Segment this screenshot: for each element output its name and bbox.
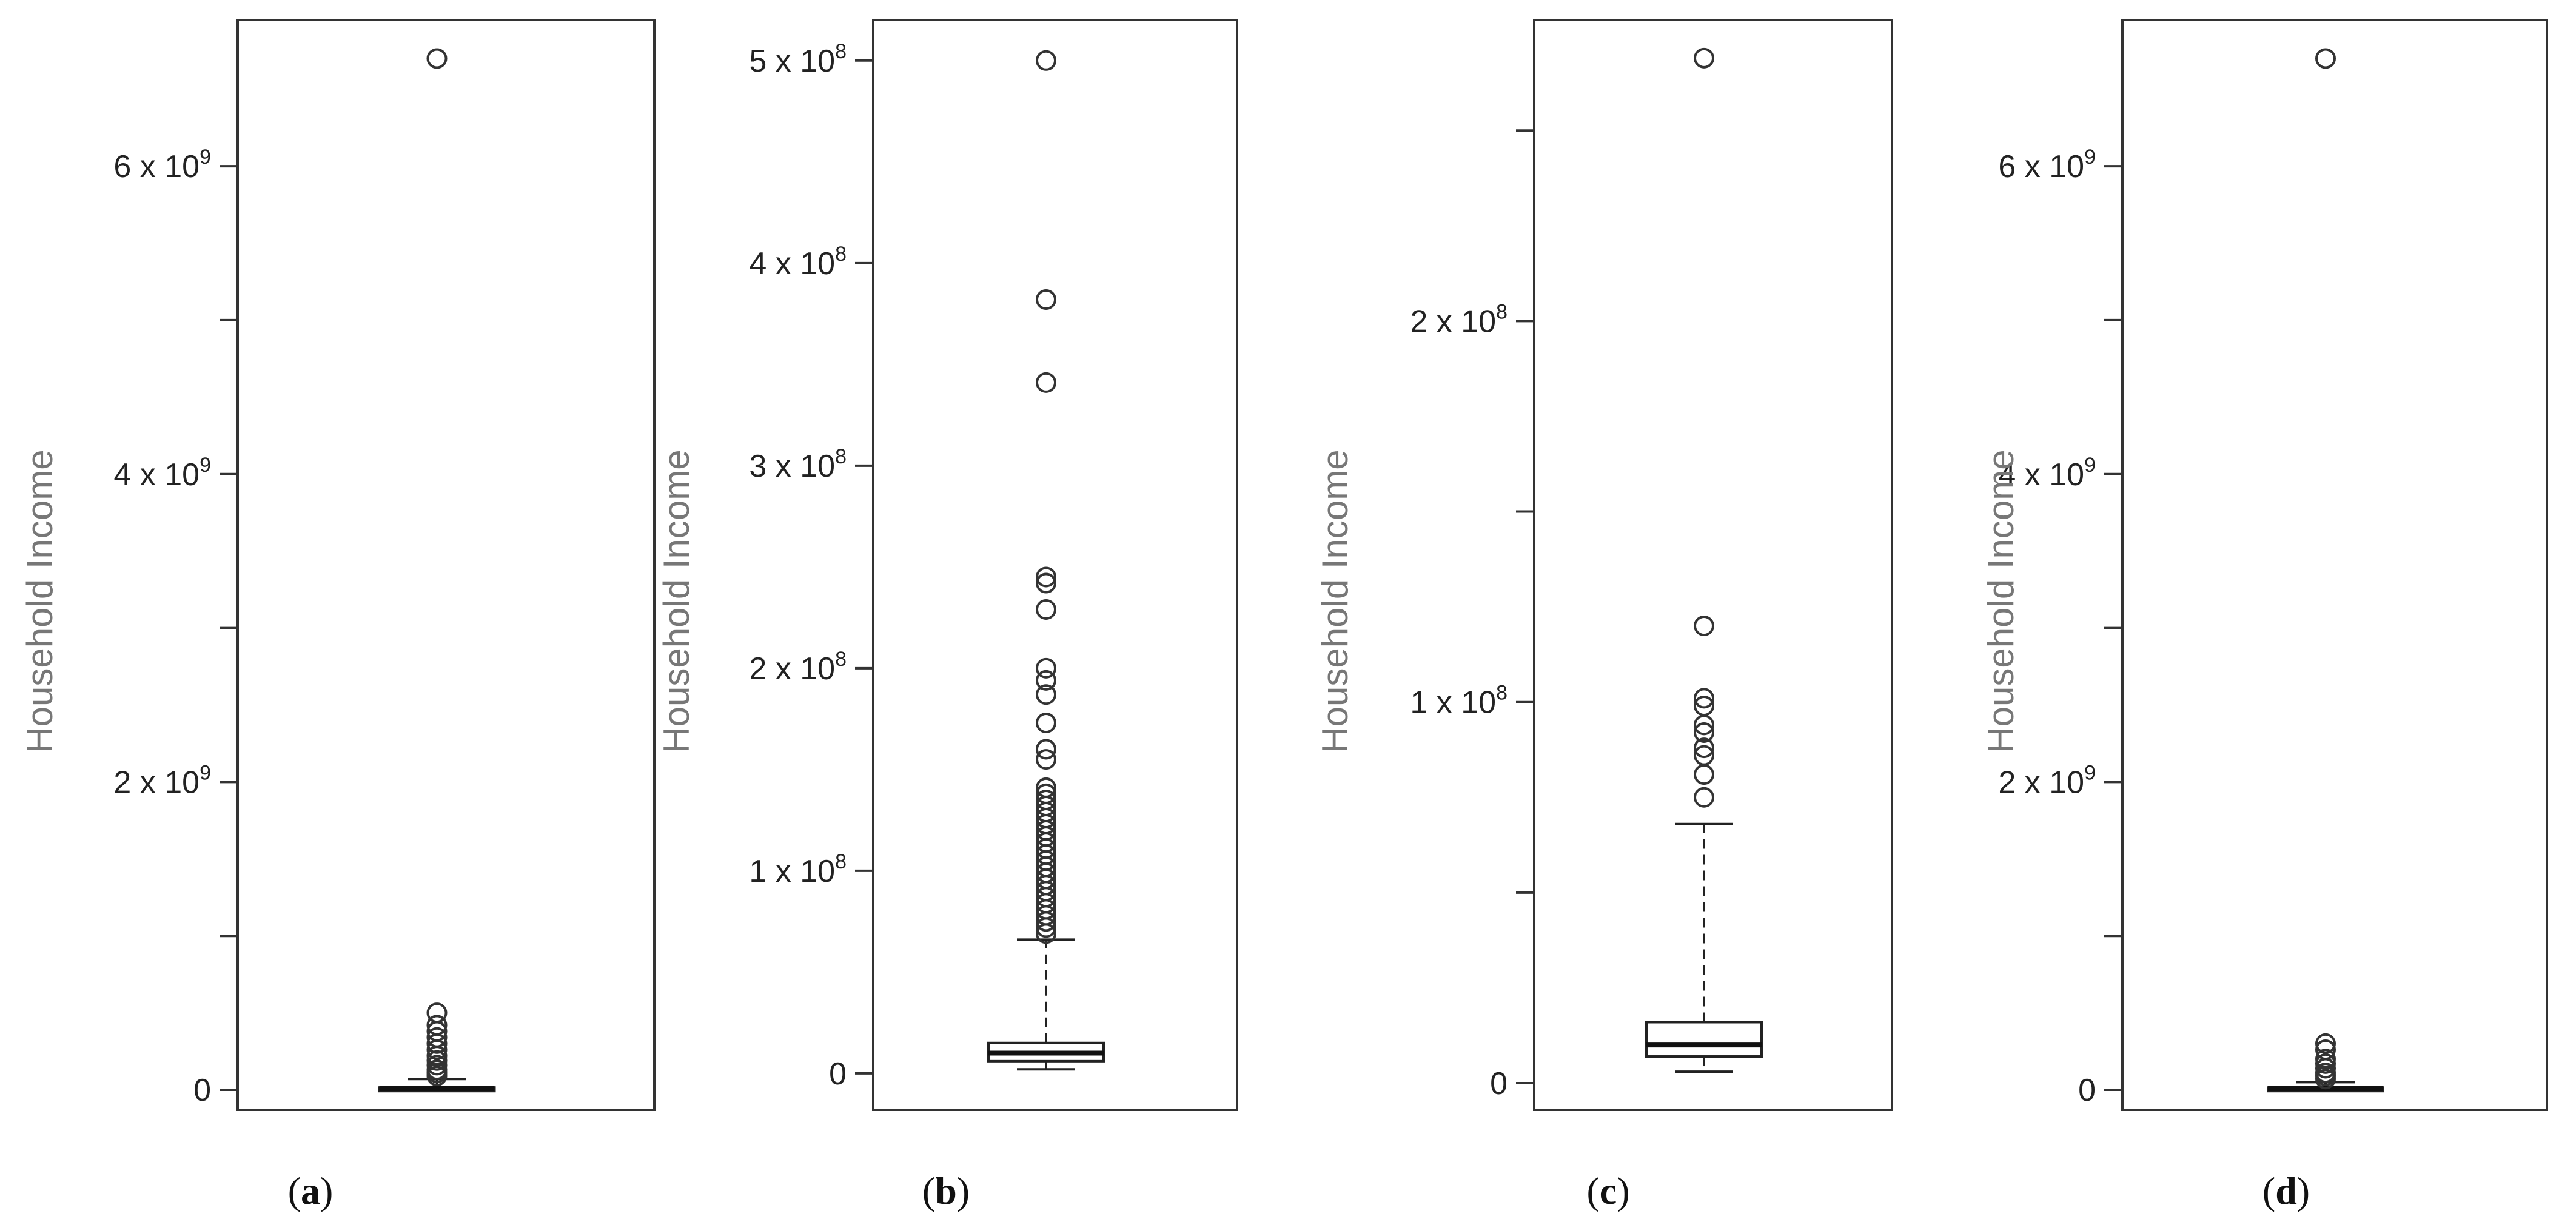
y-axis-label: Household Income	[656, 449, 697, 753]
outlier-point	[1036, 713, 1056, 734]
outlier-point	[1694, 688, 1714, 709]
y-tick-label: 4 x 109	[1998, 454, 2096, 492]
y-tick-label: 6 x 109	[113, 146, 211, 184]
outlier-point	[426, 1039, 448, 1061]
plot-frame	[872, 19, 1238, 1111]
outlier-point	[2315, 1033, 2336, 1054]
panel-b: 0 1 x 108 2 x 108 3 x 108 4 x 108 5 x 108 Hous…	[656, 19, 1238, 1212]
outlier-point	[1036, 572, 1056, 594]
y-axis-label: Household Income	[1315, 449, 1355, 753]
outlier-point	[1036, 917, 1056, 938]
outlier-point	[1036, 923, 1056, 944]
outlier-point	[1036, 372, 1056, 393]
y-tick-label: 1 x 108	[1410, 682, 1508, 720]
y-tick-label: 2 x 108	[749, 648, 847, 687]
outlier-point	[1036, 684, 1056, 705]
outlier-point	[426, 48, 448, 69]
panel-caption: (c)	[1586, 1169, 1629, 1212]
plot-frame	[236, 19, 656, 1111]
iqr-box	[1645, 1021, 1763, 1058]
outlier-point	[1694, 722, 1714, 743]
outlier-point	[1036, 670, 1056, 691]
outlier-point	[1694, 47, 1714, 69]
outlier-point	[1036, 50, 1056, 71]
y-tick-label: 2 x 108	[1410, 300, 1508, 339]
y-tick-label: 4 x 109	[113, 454, 211, 492]
y-tick-label: 0	[1490, 1066, 1508, 1101]
y-axis-label: Household Income	[1981, 449, 2021, 753]
panel-a: 0 2 x 109 4 x 109 6 x 109 Household Income (a…	[19, 19, 656, 1212]
y-tick-label: 0	[829, 1056, 847, 1092]
panel-d: 0 2 x 109 4 x 109 6 x 109 Household Income (d…	[1981, 19, 2548, 1212]
panel-caption: (b)	[922, 1169, 970, 1212]
y-tick-label: 5 x 108	[749, 40, 847, 79]
plot-frame	[1533, 19, 1893, 1111]
outlier-point	[426, 1033, 448, 1054]
outlier-point	[2315, 1069, 2336, 1090]
outlier-point	[426, 1066, 448, 1087]
outlier-point	[1036, 739, 1056, 760]
outlier-point	[1694, 616, 1714, 637]
y-tick-label: 3 x 108	[749, 445, 847, 484]
outlier-point	[1036, 289, 1056, 310]
outlier-point	[1694, 764, 1714, 785]
outlier-point	[1694, 737, 1714, 759]
outlier-point	[1036, 749, 1056, 770]
y-tick-label: 2 x 109	[1998, 761, 2096, 800]
y-tick-label: 0	[193, 1073, 211, 1108]
outlier-point	[1036, 566, 1056, 588]
y-tick-label: 1 x 108	[749, 850, 847, 889]
outlier-point	[1036, 657, 1056, 679]
panel-c: 0 1 x 108 2 x 108 Household Income (c)	[1315, 19, 1893, 1212]
y-axis-label: Household Income	[19, 449, 60, 753]
panel-caption: (d)	[2262, 1169, 2310, 1212]
outlier-point	[1036, 599, 1056, 620]
y-tick-label: 6 x 109	[1998, 146, 2096, 184]
outlier-point	[1036, 911, 1056, 932]
outlier-point	[1694, 714, 1714, 736]
outlier-point	[1694, 787, 1714, 808]
plot-frame	[2121, 19, 2548, 1111]
panel-caption: (a)	[288, 1169, 334, 1212]
outlier-point	[2315, 48, 2336, 69]
y-tick-label: 0	[2078, 1073, 2096, 1108]
y-tick-label: 2 x 109	[113, 761, 211, 800]
y-tick-label: 4 x 108	[749, 243, 847, 281]
